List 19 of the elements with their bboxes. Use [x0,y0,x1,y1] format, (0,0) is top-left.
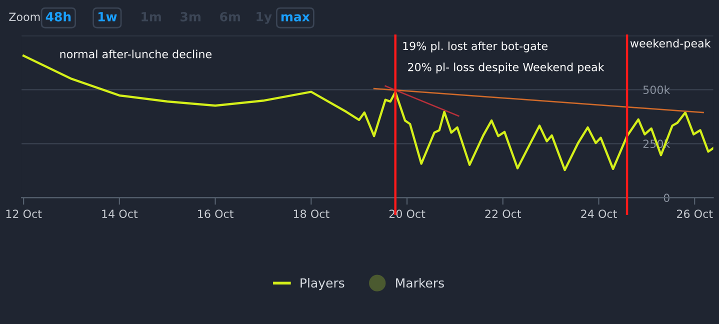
annotation: normal after-lunche decline [60,50,212,58]
x-tick-label: 26 Oct [676,210,713,218]
text: 48h [46,12,71,22]
x-tick-label: 24 Oct [581,210,617,218]
ref-line-label: weekend-peak [630,38,711,50]
x-tick-label: 18 Oct [294,210,330,218]
x-tick-label: 14 Oct [102,210,138,218]
x-tick-label: 12 Oct [6,210,42,218]
x-tick-label: 16 Oct [198,210,234,218]
text: 1w [98,12,117,22]
annotation: 19% pl. lost after bot-gate [403,42,548,52]
x-tick-label: 20 Oct [389,210,426,218]
annotation: 20% pl- loss despite Weekend peak [408,62,604,74]
legend-label: Players [300,278,344,290]
text: Zoom [9,12,40,22]
x-tick-label: 22 Oct [485,210,522,218]
y-tick-label: 500k [643,85,670,94]
legend-label: Markers [396,278,444,288]
text: max [281,14,310,22]
